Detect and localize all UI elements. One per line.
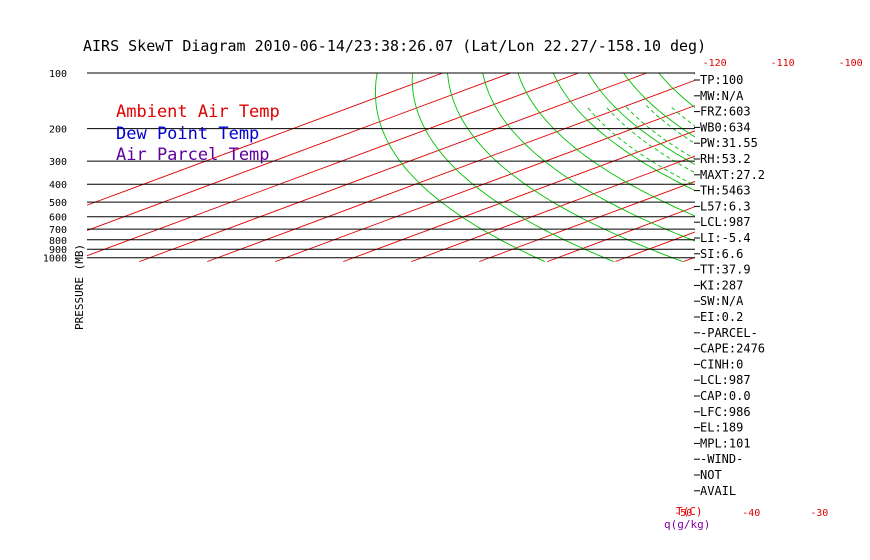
top-temp-tick-label: -120 xyxy=(703,58,727,69)
pressure-tick-label: 900 xyxy=(49,245,67,256)
stability-index-entry: CAP:0.0 xyxy=(700,389,751,403)
stability-index-entry: AVAIL xyxy=(700,484,736,498)
isotherm-line xyxy=(87,73,443,206)
moist-adiabat-line xyxy=(842,106,870,262)
pressure-tick-label: 200 xyxy=(49,125,67,136)
mixing-ratio-line xyxy=(856,217,870,262)
stability-index-entry: CINH:0 xyxy=(700,357,743,371)
bottom-temp-tick-label: -50 xyxy=(674,508,692,519)
parcel-temp-profile xyxy=(860,73,870,259)
isotherm-line xyxy=(819,73,870,262)
stability-index-entry: RH:53.2 xyxy=(700,152,751,166)
temp-unit-label: T(C) xyxy=(676,505,703,518)
stability-index-entry: LFC:986 xyxy=(700,405,751,419)
stability-index-entry: MAXT:27.2 xyxy=(700,168,765,182)
legend-air-parcel-temp: Air Parcel Temp xyxy=(116,145,270,165)
bottom-temp-tick-label: -40 xyxy=(742,508,760,519)
stability-index-entry: EI:0.2 xyxy=(700,310,743,324)
dry-adiabat-line xyxy=(517,73,695,217)
dry-adiabat-line xyxy=(374,73,546,263)
pressure-tick-label: 300 xyxy=(49,157,67,168)
pressure-tick-label: 400 xyxy=(49,180,67,191)
mixing-ratio-line xyxy=(744,217,830,262)
stability-index-entry: KI:287 xyxy=(700,278,743,292)
dry-adiabat-line xyxy=(764,73,870,262)
top-temp-tick-label: -110 xyxy=(771,58,795,69)
dry-adiabat-line xyxy=(552,73,695,192)
legend: Ambient Air Temp Dew Point Temp Air Parc… xyxy=(116,102,280,165)
isotherm-line xyxy=(411,155,695,263)
stability-index-entry: -WIND- xyxy=(700,452,743,466)
cape-hatch-area xyxy=(848,127,870,258)
stability-index-entry: FRZ:603 xyxy=(700,105,751,119)
pressure-tick-label: 800 xyxy=(49,236,67,247)
isotherm-line xyxy=(343,130,695,263)
bottom-temp-tick-label: -30 xyxy=(810,508,828,519)
stability-index-entry: WB0:634 xyxy=(700,120,751,134)
stability-index-entry: -PARCEL- xyxy=(700,326,758,340)
dry-adiabat-grid xyxy=(374,73,870,263)
stability-index-entry: LCL:987 xyxy=(700,215,751,229)
dry-adiabat-line xyxy=(587,73,695,165)
stability-index-entry: EL:189 xyxy=(700,421,743,435)
dew-point-profile xyxy=(735,73,870,259)
mixing-ratio-line xyxy=(790,217,870,262)
pressure-tick-label: 500 xyxy=(49,198,67,209)
pressure-tick-label: 1000 xyxy=(43,254,67,265)
moist-adiabat-line xyxy=(758,106,870,262)
isotherm-line xyxy=(207,79,695,263)
stability-index-entry: CAPE:2476 xyxy=(700,342,765,356)
ambient-temp-profile xyxy=(848,73,870,259)
isotherm-line xyxy=(479,180,695,263)
pressure-tick-label: 100 xyxy=(49,69,67,80)
stability-index-entry: LI:-5.4 xyxy=(700,231,751,245)
stability-index-entry: TT:37.9 xyxy=(700,263,751,277)
dry-adiabat-line xyxy=(835,73,870,262)
stability-index-entry: TH:5463 xyxy=(700,184,751,198)
stability-index-entry: LCL:987 xyxy=(700,373,751,387)
top-temp-tick-label: -100 xyxy=(839,58,863,69)
stability-index-entry: TP:100 xyxy=(700,73,743,87)
pressure-tick-label: 600 xyxy=(49,213,67,224)
legend-ambient-air-temp: Ambient Air Temp xyxy=(116,102,280,122)
mixing-ratio-grid xyxy=(744,217,870,262)
stability-index-entry: NOT xyxy=(700,468,722,482)
moist-adiabat-line xyxy=(797,106,870,262)
stability-index-entry: SW:N/A xyxy=(700,294,744,308)
dry-adiabat-line xyxy=(482,73,695,242)
stability-index-entry: MW:N/A xyxy=(700,89,744,103)
isotherm-line xyxy=(275,105,695,263)
stability-index-entry: SI:6.6 xyxy=(700,247,743,261)
dry-adiabat-line xyxy=(800,73,870,262)
stability-index-entry: PW:31.55 xyxy=(700,136,758,150)
pressure-tick-label: 700 xyxy=(49,225,67,236)
chart-title: AIRS SkewT Diagram 2010-06-14/23:38:26.0… xyxy=(83,37,706,55)
isotherm-line xyxy=(547,206,695,263)
stability-index-entry: L57:6.3 xyxy=(700,199,751,213)
stability-index-entry: MPL:101 xyxy=(700,436,751,450)
isotherm-line xyxy=(751,73,870,262)
sounding-profiles xyxy=(735,73,870,259)
isotherm-line xyxy=(87,73,511,231)
mixing-ratio-unit-label: q(g/kg) xyxy=(664,518,710,531)
isotherm-line xyxy=(139,73,647,263)
legend-dew-point-temp: Dew Point Temp xyxy=(116,124,259,144)
isobar-lines xyxy=(87,72,695,259)
pressure-axis-label: PRESSURE (MB) xyxy=(73,244,86,330)
dry-adiabat-line xyxy=(411,73,615,263)
dry-adiabat-line xyxy=(447,73,684,263)
